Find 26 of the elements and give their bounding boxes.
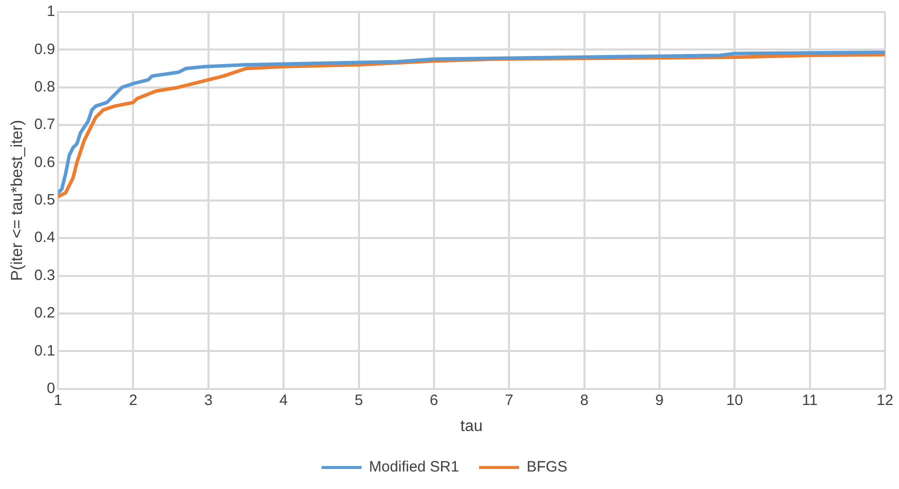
y-tick-label: 0 [46, 380, 56, 397]
y-tick-label: 0.1 [34, 342, 56, 360]
y-tick-label: 1 [46, 3, 56, 20]
legend-label: Modified SR1 [369, 458, 460, 476]
y-tick-label: 0.8 [34, 78, 56, 96]
y-tick-label: 0.7 [34, 116, 56, 134]
x-tick-label: 11 [802, 392, 818, 409]
x-tick-label: 5 [354, 392, 363, 409]
y-tick-label: 0.3 [34, 266, 56, 284]
x-tick-label: 8 [580, 392, 588, 409]
y-tick-label: 0.5 [34, 192, 56, 209]
y-tick-label: 0.9 [34, 40, 56, 58]
x-tick-label: 9 [655, 392, 664, 409]
x-tick-label: 3 [204, 392, 213, 409]
x-tick-label: 10 [726, 392, 743, 409]
x-tick-label: 6 [430, 392, 438, 409]
y-axis-title: P(iter <= tau*best_iter) [9, 120, 26, 281]
x-tick-label: 7 [504, 392, 514, 409]
x-tick-label: 12 [876, 392, 894, 409]
x-axis-title: tau [460, 418, 483, 435]
y-tick-label: 0.6 [34, 154, 56, 171]
x-tick-label: 4 [279, 392, 288, 409]
y-tick-label: 0.4 [34, 229, 56, 246]
legend-label: BFGS [526, 458, 568, 476]
x-tick-label: 2 [129, 392, 138, 409]
y-tick-label: 0.2 [34, 304, 56, 322]
